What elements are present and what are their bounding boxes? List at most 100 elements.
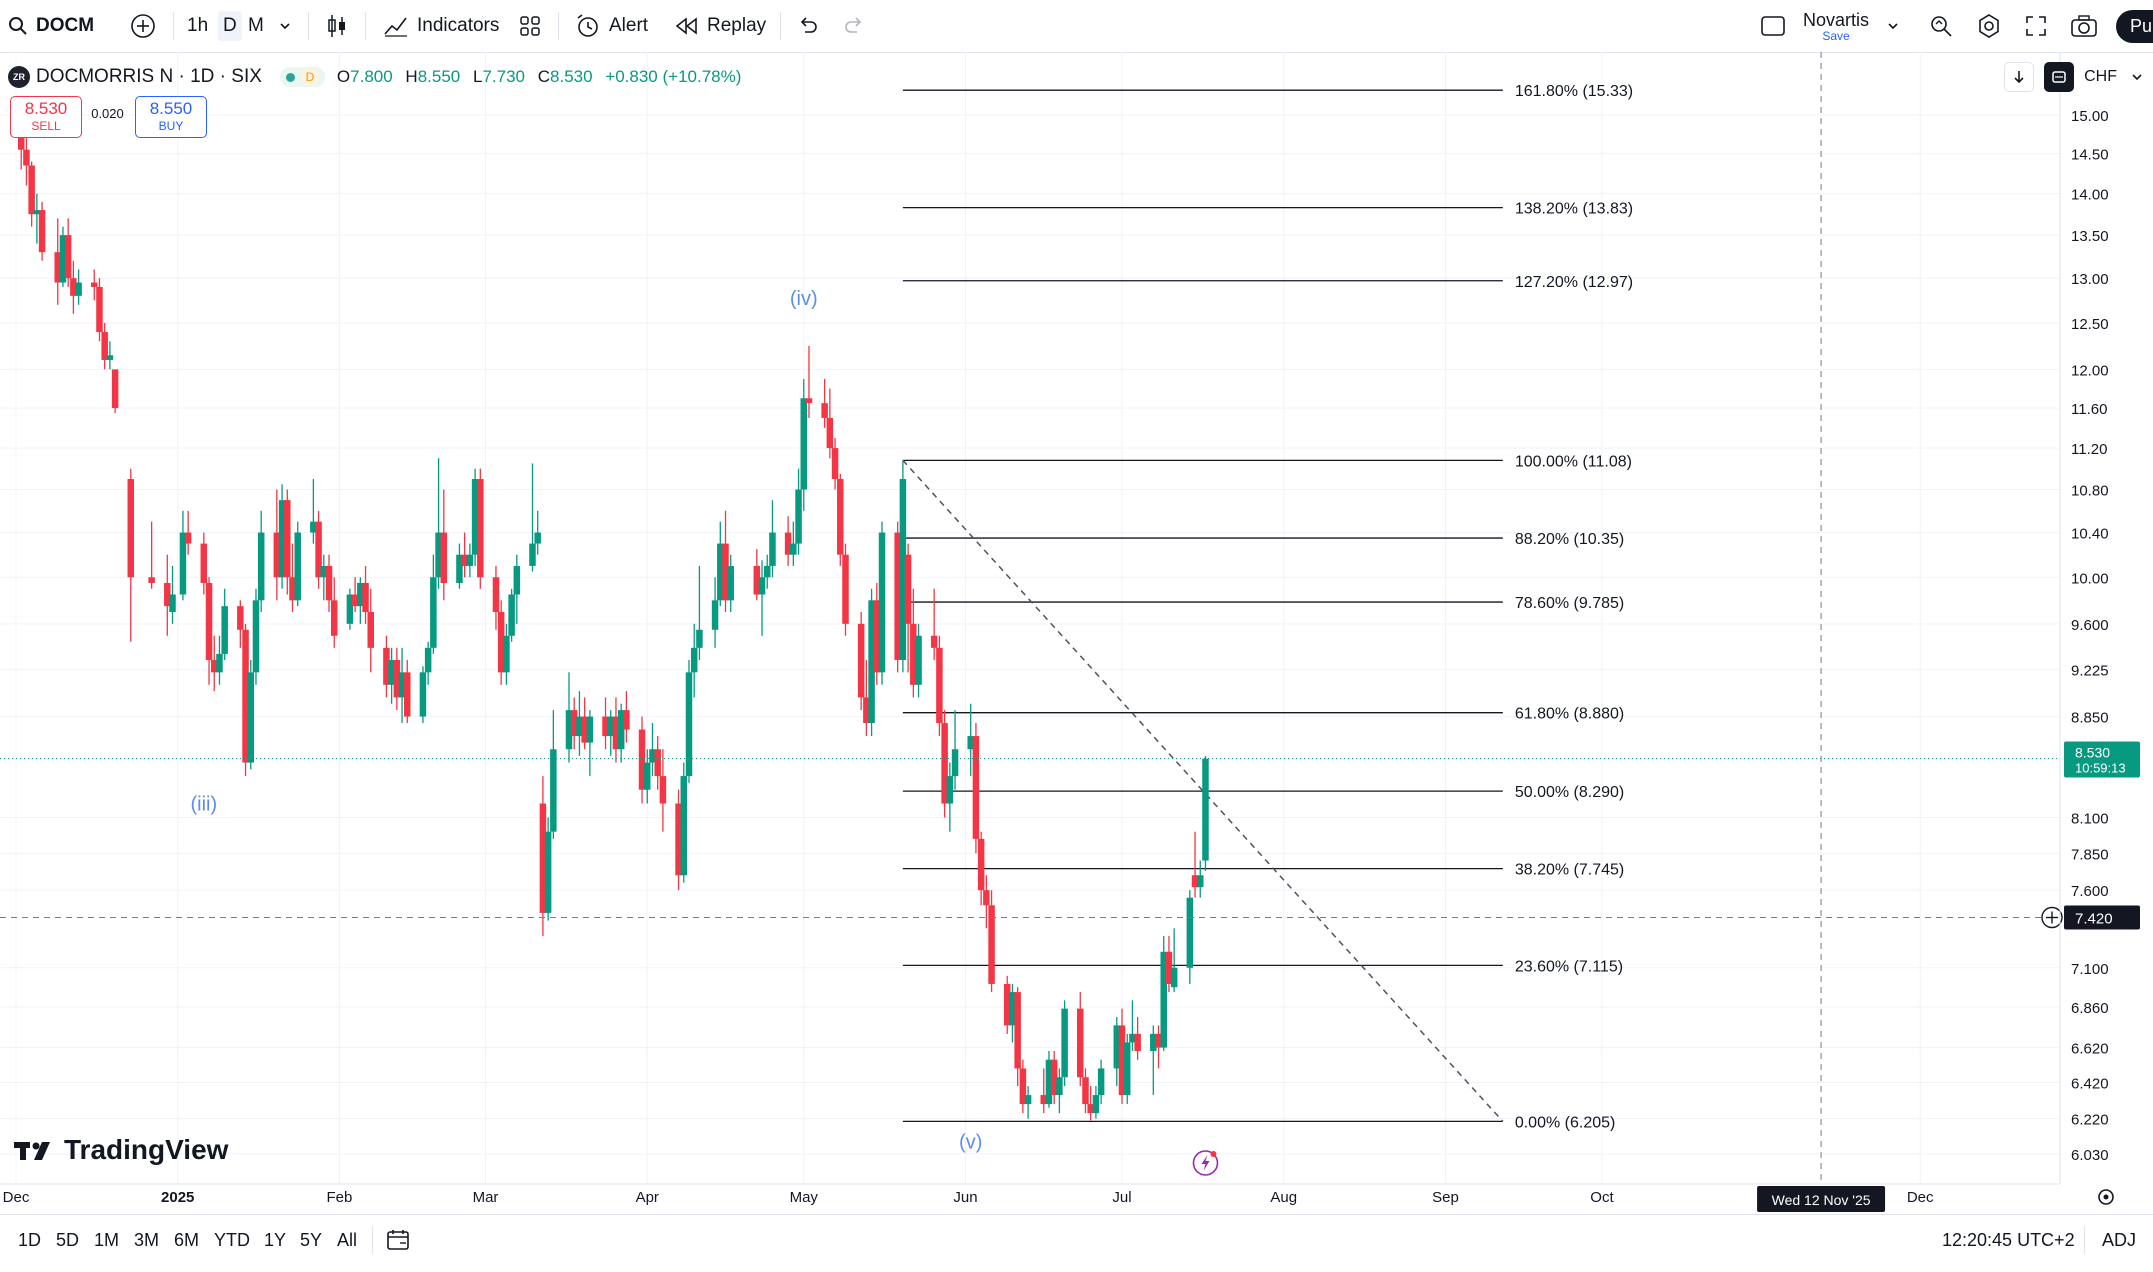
candle-body xyxy=(503,635,510,673)
range-6m[interactable]: 6M xyxy=(174,1214,199,1266)
range-ytd[interactable]: YTD xyxy=(214,1214,250,1266)
legend-title[interactable]: DOCMORRIS N · 1D · SIX xyxy=(36,66,262,87)
high-value: 8.550 xyxy=(417,67,461,86)
range-5d[interactable]: 5D xyxy=(56,1214,79,1266)
layouts-button[interactable] xyxy=(518,0,542,52)
range-5y[interactable]: 5Y xyxy=(300,1214,322,1266)
candle-body xyxy=(680,776,688,876)
range-1m[interactable]: 1M xyxy=(94,1214,119,1266)
range-6m-label: 6M xyxy=(174,1229,200,1250)
chevron-down-icon xyxy=(1888,23,1898,30)
arrow-down-icon xyxy=(2014,71,2024,84)
alert-button[interactable]: Alert xyxy=(575,0,648,52)
candle-series[interactable] xyxy=(17,107,1209,1121)
candle-body xyxy=(717,543,724,601)
x-tick-label: May xyxy=(790,1189,819,1206)
close-value: 8.530 xyxy=(550,67,593,86)
candle-body xyxy=(59,235,67,283)
adj-label: ADJ xyxy=(2102,1229,2137,1250)
candle xyxy=(581,697,588,750)
candle xyxy=(1014,987,1021,1087)
fib-level-label: 138.20% (13.83) xyxy=(1515,201,1633,218)
candle xyxy=(513,554,521,624)
chart-type-button[interactable] xyxy=(325,0,349,52)
candle xyxy=(492,565,500,630)
price-chart[interactable]: 161.80% (15.33) 138.20% (13.83) 127.20% (1… xyxy=(0,52,2153,1214)
clock-timezone[interactable]: 12:20:45 UTC+2 xyxy=(1942,1214,2075,1266)
candle-body xyxy=(111,369,119,409)
candle xyxy=(210,635,218,692)
trendline-group[interactable] xyxy=(902,459,1504,1122)
candle-body xyxy=(184,532,192,544)
fullscreen-button[interactable] xyxy=(2024,0,2048,52)
goto-date-button[interactable] xyxy=(386,1214,412,1266)
interval-1h[interactable]: 1h xyxy=(187,0,208,52)
watchlist-checkbox[interactable] xyxy=(1760,0,1786,52)
candle-body xyxy=(654,749,661,777)
buy-button[interactable]: 8.550 BUY xyxy=(135,96,207,138)
publish-button[interactable]: Pu xyxy=(2116,0,2153,52)
compare-add-button[interactable] xyxy=(130,0,156,52)
interval-d-label: D xyxy=(218,11,242,41)
x-tick-label: Mar xyxy=(473,1189,499,1206)
indicators-button[interactable]: Indicators xyxy=(383,0,499,52)
market-status[interactable]: D xyxy=(279,67,325,87)
range-1m-label: 1M xyxy=(94,1229,120,1250)
candle xyxy=(466,543,474,578)
layout-dropdown[interactable] xyxy=(1886,0,1900,52)
candle-body xyxy=(878,532,886,673)
candle-body xyxy=(330,600,338,636)
candle-body xyxy=(711,600,719,630)
fib-retracement[interactable]: 161.80% (15.33) 138.20% (13.83) 127.20% (1… xyxy=(902,83,1633,1131)
layout-name-button[interactable]: Novartis Save xyxy=(1803,0,1869,52)
scroll-down-button[interactable] xyxy=(2004,62,2035,92)
candle-body xyxy=(685,672,693,777)
range-1d[interactable]: 1D xyxy=(18,1214,41,1266)
grid-icon xyxy=(520,16,540,36)
candle-body xyxy=(28,165,35,215)
redo-button[interactable] xyxy=(843,0,865,52)
range-1y[interactable]: 1Y xyxy=(264,1214,286,1266)
spread-value: 0.020 xyxy=(91,106,124,121)
candle-body xyxy=(602,716,609,737)
candle xyxy=(247,660,255,770)
candle xyxy=(868,588,875,737)
undo-button[interactable] xyxy=(797,0,819,52)
symbol-legend[interactable]: ZR DOCMORRIS N · 1D · SIX D O7.800 H8.55… xyxy=(8,62,741,92)
symbol-search[interactable]: DOCM xyxy=(8,0,94,52)
y-tick-label: 7.600 xyxy=(2071,883,2109,900)
candle xyxy=(75,269,82,305)
currency-selector[interactable]: CHF xyxy=(2084,68,2143,86)
range-3m[interactable]: 3M xyxy=(134,1214,159,1266)
settings-button[interactable] xyxy=(1976,0,2002,52)
quick-search-button[interactable] xyxy=(1928,0,1954,52)
price-axis[interactable]: 15.00 14.50 14.00 13.50 13.00 12.50 12.00 11.60… xyxy=(2059,52,2109,1184)
candle xyxy=(320,554,328,601)
candle xyxy=(330,577,338,648)
candle xyxy=(576,691,583,756)
candle xyxy=(988,890,995,993)
interval-m[interactable]: M xyxy=(248,0,264,52)
candle xyxy=(508,588,515,642)
interval-d[interactable]: D xyxy=(218,0,242,52)
candle-body xyxy=(367,612,375,648)
range-all[interactable]: All xyxy=(337,1214,357,1266)
candle-body xyxy=(727,565,734,601)
candle xyxy=(857,612,865,711)
sell-button[interactable]: 8.530 SELL xyxy=(10,96,82,138)
tradingview-logo[interactable]: TradingView xyxy=(14,1134,228,1166)
candle-body xyxy=(1134,1033,1141,1052)
replay-button[interactable]: Replay xyxy=(675,0,766,52)
candle-body xyxy=(148,577,155,583)
candle-body xyxy=(1061,1008,1068,1078)
auto-scale-button[interactable] xyxy=(2044,62,2075,92)
snapshot-button[interactable] xyxy=(2070,0,2098,52)
interval-dropdown[interactable] xyxy=(278,0,292,52)
time-axis[interactable]: Dec 2025 Feb Mar Apr May Jun Jul Aug Sep Oct Dec xyxy=(0,1183,2114,1206)
candle-body xyxy=(784,532,792,555)
adjust-button[interactable]: ADJ xyxy=(2102,1214,2136,1266)
candle xyxy=(1061,1000,1068,1087)
indicators-label: Indicators xyxy=(417,15,500,36)
candle-body xyxy=(800,398,808,490)
candle xyxy=(148,521,155,589)
